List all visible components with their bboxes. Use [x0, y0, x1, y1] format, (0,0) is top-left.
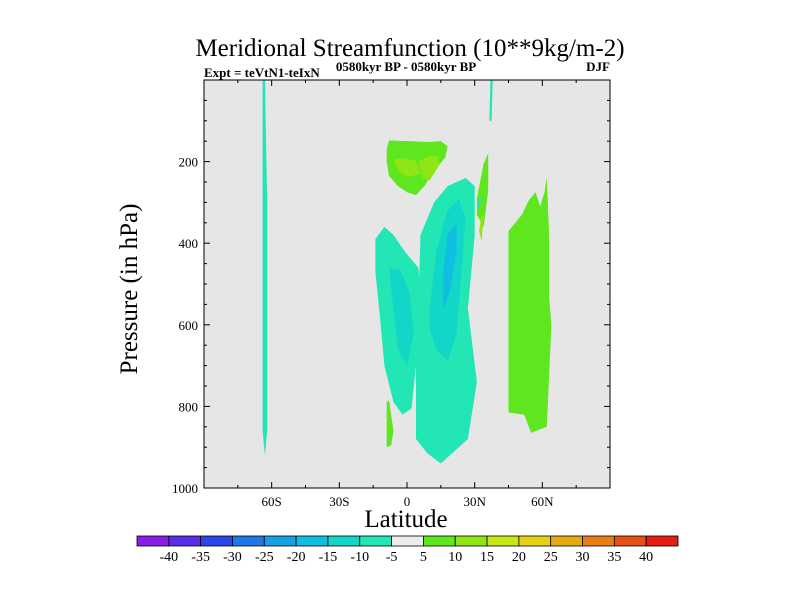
- colorbar-label: -30: [223, 550, 242, 565]
- colorbar-swatch: [454, 535, 488, 547]
- y-tick-label: 600: [179, 318, 199, 333]
- contour-nh-subtropical-positive-upper: [476, 153, 489, 227]
- colorbar-label: -10: [350, 550, 369, 565]
- colorbar-swatch: [295, 535, 329, 547]
- colorbar-swatch: [550, 535, 583, 547]
- colorbar-label: 30: [576, 550, 590, 565]
- x-tick-label: 60S: [262, 494, 282, 509]
- x-axis-label: Latitude: [364, 506, 447, 533]
- subtitle-left: Expt = teVtN1-teIxN: [204, 65, 320, 80]
- colorbar-swatch: [391, 535, 424, 547]
- colorbar-label: 15: [480, 550, 494, 565]
- colorbar-swatch: [613, 535, 647, 547]
- subtitle-center: 0580kyr BP - 0580kyr BP: [336, 59, 476, 74]
- colorbar-label: 10: [448, 550, 462, 565]
- contour-regions: [262, 80, 552, 464]
- colorbar-label: -15: [319, 550, 338, 565]
- colorbar-swatch: [486, 535, 520, 547]
- colorbar-swatch: [232, 535, 265, 547]
- x-ticks: 60S 30S 0 30N 60N: [203, 80, 611, 509]
- contour-sh-tropical-upper-positive-core: [393, 158, 421, 178]
- contour-nh-strip-top: [489, 80, 493, 121]
- colorbar-swatch: [582, 535, 615, 547]
- colorbar-swatch: [136, 535, 170, 547]
- x-tick-label: 30N: [463, 494, 486, 509]
- colorbar-swatch: [200, 535, 233, 547]
- x-tick-label: 30S: [329, 494, 349, 509]
- contour-nh-midlat-positive: [508, 177, 552, 433]
- y-ticks: 200 400 600 800 1000: [172, 99, 610, 496]
- colorbar-label: -20: [287, 550, 306, 565]
- colorbar-label: -5: [386, 550, 398, 565]
- x-tick-label: 0: [404, 494, 411, 509]
- subtitle-right: DJF: [586, 59, 610, 74]
- y-tick-label: 200: [179, 155, 199, 170]
- contour-sh-polar-strip: [262, 80, 268, 456]
- colorbar-swatch: [423, 535, 456, 547]
- contour-nh-tropical-negative-core-inner: [443, 222, 457, 309]
- contour-sh-tropical-upper-positive-core2: [418, 155, 439, 181]
- colorbar-swatch: [168, 535, 202, 547]
- colorbar-label: -40: [159, 550, 178, 565]
- colorbar-swatch: [263, 535, 297, 547]
- plot-area: 60S 30S 0 30N 60N 200 400 600 800 1000: [172, 79, 611, 509]
- colorbar-swatch: [645, 535, 679, 547]
- contour-nh-subtropical-positive-upper-core: [479, 214, 484, 242]
- colorbar-swatch: [359, 535, 392, 547]
- y-tick-label: 400: [179, 236, 199, 251]
- contour-sh-lower-positive: [386, 400, 394, 448]
- contour-nh-lower-negative-small: [476, 196, 482, 211]
- y-tick-label: 1000: [172, 481, 198, 496]
- colorbar-label: -25: [255, 550, 274, 565]
- colorbar-label: 35: [607, 550, 621, 565]
- colorbar: -40 -35 -30 -25 -20 -15 -10 -5 5 10 15 20 25 30 35 40: [136, 535, 679, 565]
- colorbar-label: 5: [420, 550, 427, 565]
- colorbar-label: 25: [544, 550, 558, 565]
- x-tick-label: 60N: [531, 494, 554, 509]
- colorbar-label: 40: [639, 550, 653, 565]
- colorbar-label: -35: [191, 550, 210, 565]
- colorbar-swatch: [327, 535, 361, 547]
- chart-title: Meridional Streamfunction (10**9kg/m-2): [195, 35, 624, 62]
- colorbar-label: 20: [512, 550, 526, 565]
- y-tick-label: 800: [179, 399, 199, 414]
- colorbar-swatch: [518, 535, 552, 547]
- contour-sh-tropical-negative-left-core: [389, 267, 414, 366]
- y-axis-label: Pressure (in hPa): [116, 204, 143, 375]
